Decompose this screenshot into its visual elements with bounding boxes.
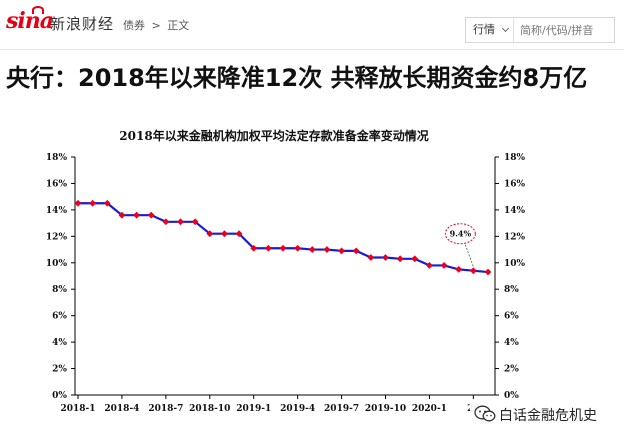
breadcrumb-separator: > bbox=[151, 19, 161, 32]
x-tick-label: 2018-1 bbox=[60, 404, 95, 414]
search-box: 行情 bbox=[465, 17, 615, 43]
logo-eye-icon bbox=[32, 6, 44, 14]
chart-image: 2018年以来金融机构加权平均法定存款准备金率变动情况 0% 0% 2% 2% 4% 4%… bbox=[0, 117, 548, 440]
chart-plot: 0% 0% 2% 2% 4% 4% 6% 6% 8% 8% 10% 10% 12% 12% 14% 14% 16… bbox=[46, 153, 526, 414]
annotation-bubble bbox=[444, 223, 476, 245]
data-point bbox=[74, 199, 82, 207]
search-type-select[interactable]: 行情 bbox=[466, 18, 514, 42]
y-tick-label-right: 12% bbox=[504, 232, 526, 242]
data-point bbox=[308, 246, 316, 253]
data-point bbox=[411, 255, 419, 263]
data-point bbox=[352, 247, 360, 255]
data-point bbox=[147, 211, 155, 219]
y-tick-label-right: 18% bbox=[504, 153, 526, 163]
x-tick-label: 2019-10 bbox=[365, 404, 406, 414]
x-tick-label: 2019-7 bbox=[324, 404, 359, 414]
data-point bbox=[103, 199, 111, 207]
y-tick-label-right: 14% bbox=[504, 206, 526, 216]
data-point bbox=[221, 230, 228, 238]
y-tick-label-left: 0% bbox=[52, 391, 67, 401]
annotation-leader bbox=[464, 244, 474, 267]
data-point bbox=[484, 268, 492, 276]
chart-title: 2018年以来金融机构加权平均法定存款准备金率变动情况 bbox=[119, 129, 429, 143]
data-point bbox=[294, 244, 302, 252]
y-tick-label-left: 18% bbox=[46, 153, 68, 163]
header-bar: sina 新浪财经 债券 > 正文 行情 bbox=[0, 0, 624, 50]
y-tick-label-left: 2% bbox=[52, 365, 67, 375]
article-headline: 央行：2018年以来降准12次 共释放长期资金约8万亿 bbox=[6, 64, 588, 92]
x-tick-label: 2018-4 bbox=[104, 404, 139, 414]
search-input[interactable] bbox=[515, 18, 614, 42]
data-point bbox=[162, 218, 170, 226]
data-point bbox=[177, 218, 184, 226]
x-tick-label: 2018-10 bbox=[189, 404, 230, 414]
x-tick-label: 2019-1 bbox=[236, 404, 271, 414]
y-tick-label-left: 4% bbox=[52, 338, 67, 348]
breadcrumb-item-article: 正文 bbox=[167, 19, 190, 32]
data-point bbox=[323, 246, 331, 253]
data-point bbox=[264, 244, 272, 252]
logo-cn-text: 新浪财经 bbox=[50, 15, 115, 33]
data-point bbox=[426, 262, 433, 269]
series-line bbox=[78, 202, 489, 274]
y-tick-label-right: 4% bbox=[504, 338, 519, 348]
y-tick-label-left: 12% bbox=[46, 232, 68, 242]
data-point bbox=[382, 254, 389, 261]
data-point bbox=[235, 230, 243, 238]
data-point bbox=[250, 244, 258, 252]
breadcrumb: 债券 > 正文 bbox=[123, 17, 192, 33]
y-tick-label-left: 8% bbox=[52, 285, 67, 295]
data-point bbox=[118, 211, 126, 219]
data-point bbox=[133, 211, 140, 219]
search-type-value: 行情 bbox=[473, 23, 495, 36]
y-tick-label-right: 8% bbox=[504, 285, 519, 295]
data-point bbox=[89, 199, 97, 207]
breadcrumb-item-bonds[interactable]: 债券 bbox=[123, 19, 145, 32]
data-point bbox=[206, 230, 214, 238]
data-point bbox=[367, 254, 375, 261]
data-point bbox=[455, 265, 463, 273]
wechat-icon bbox=[474, 405, 496, 422]
x-tick-label: 2020-1 bbox=[412, 404, 447, 414]
y-tick-label-left: 14% bbox=[46, 206, 68, 216]
x-tick-label: 2019-4 bbox=[280, 404, 315, 414]
sina-finance-logo[interactable]: sina 新浪财经 bbox=[6, 6, 116, 38]
data-point bbox=[469, 267, 477, 275]
y-tick-label-right: 2% bbox=[504, 365, 519, 375]
annotation-label: 9.4% bbox=[450, 229, 472, 239]
y-tick-label-right: 0% bbox=[504, 391, 519, 401]
y-tick-label-right: 10% bbox=[504, 259, 526, 269]
x-tick-label: 2018-7 bbox=[148, 404, 183, 414]
y-tick-label-right: 6% bbox=[504, 312, 519, 322]
data-point bbox=[440, 262, 448, 269]
data-point bbox=[279, 244, 287, 252]
logo-sina-text: sina bbox=[6, 8, 54, 34]
watermark-text: 白话金融危机史 bbox=[499, 408, 597, 424]
y-tick-label-left: 10% bbox=[46, 259, 68, 269]
y-tick-label-left: 16% bbox=[46, 179, 68, 189]
data-point bbox=[396, 255, 404, 263]
chevron-down-icon bbox=[501, 24, 510, 33]
y-tick-label-right: 16% bbox=[504, 179, 526, 189]
data-point bbox=[338, 247, 345, 255]
y-tick-label-left: 6% bbox=[52, 312, 67, 322]
watermark: 白话金融危机史 bbox=[470, 402, 624, 426]
